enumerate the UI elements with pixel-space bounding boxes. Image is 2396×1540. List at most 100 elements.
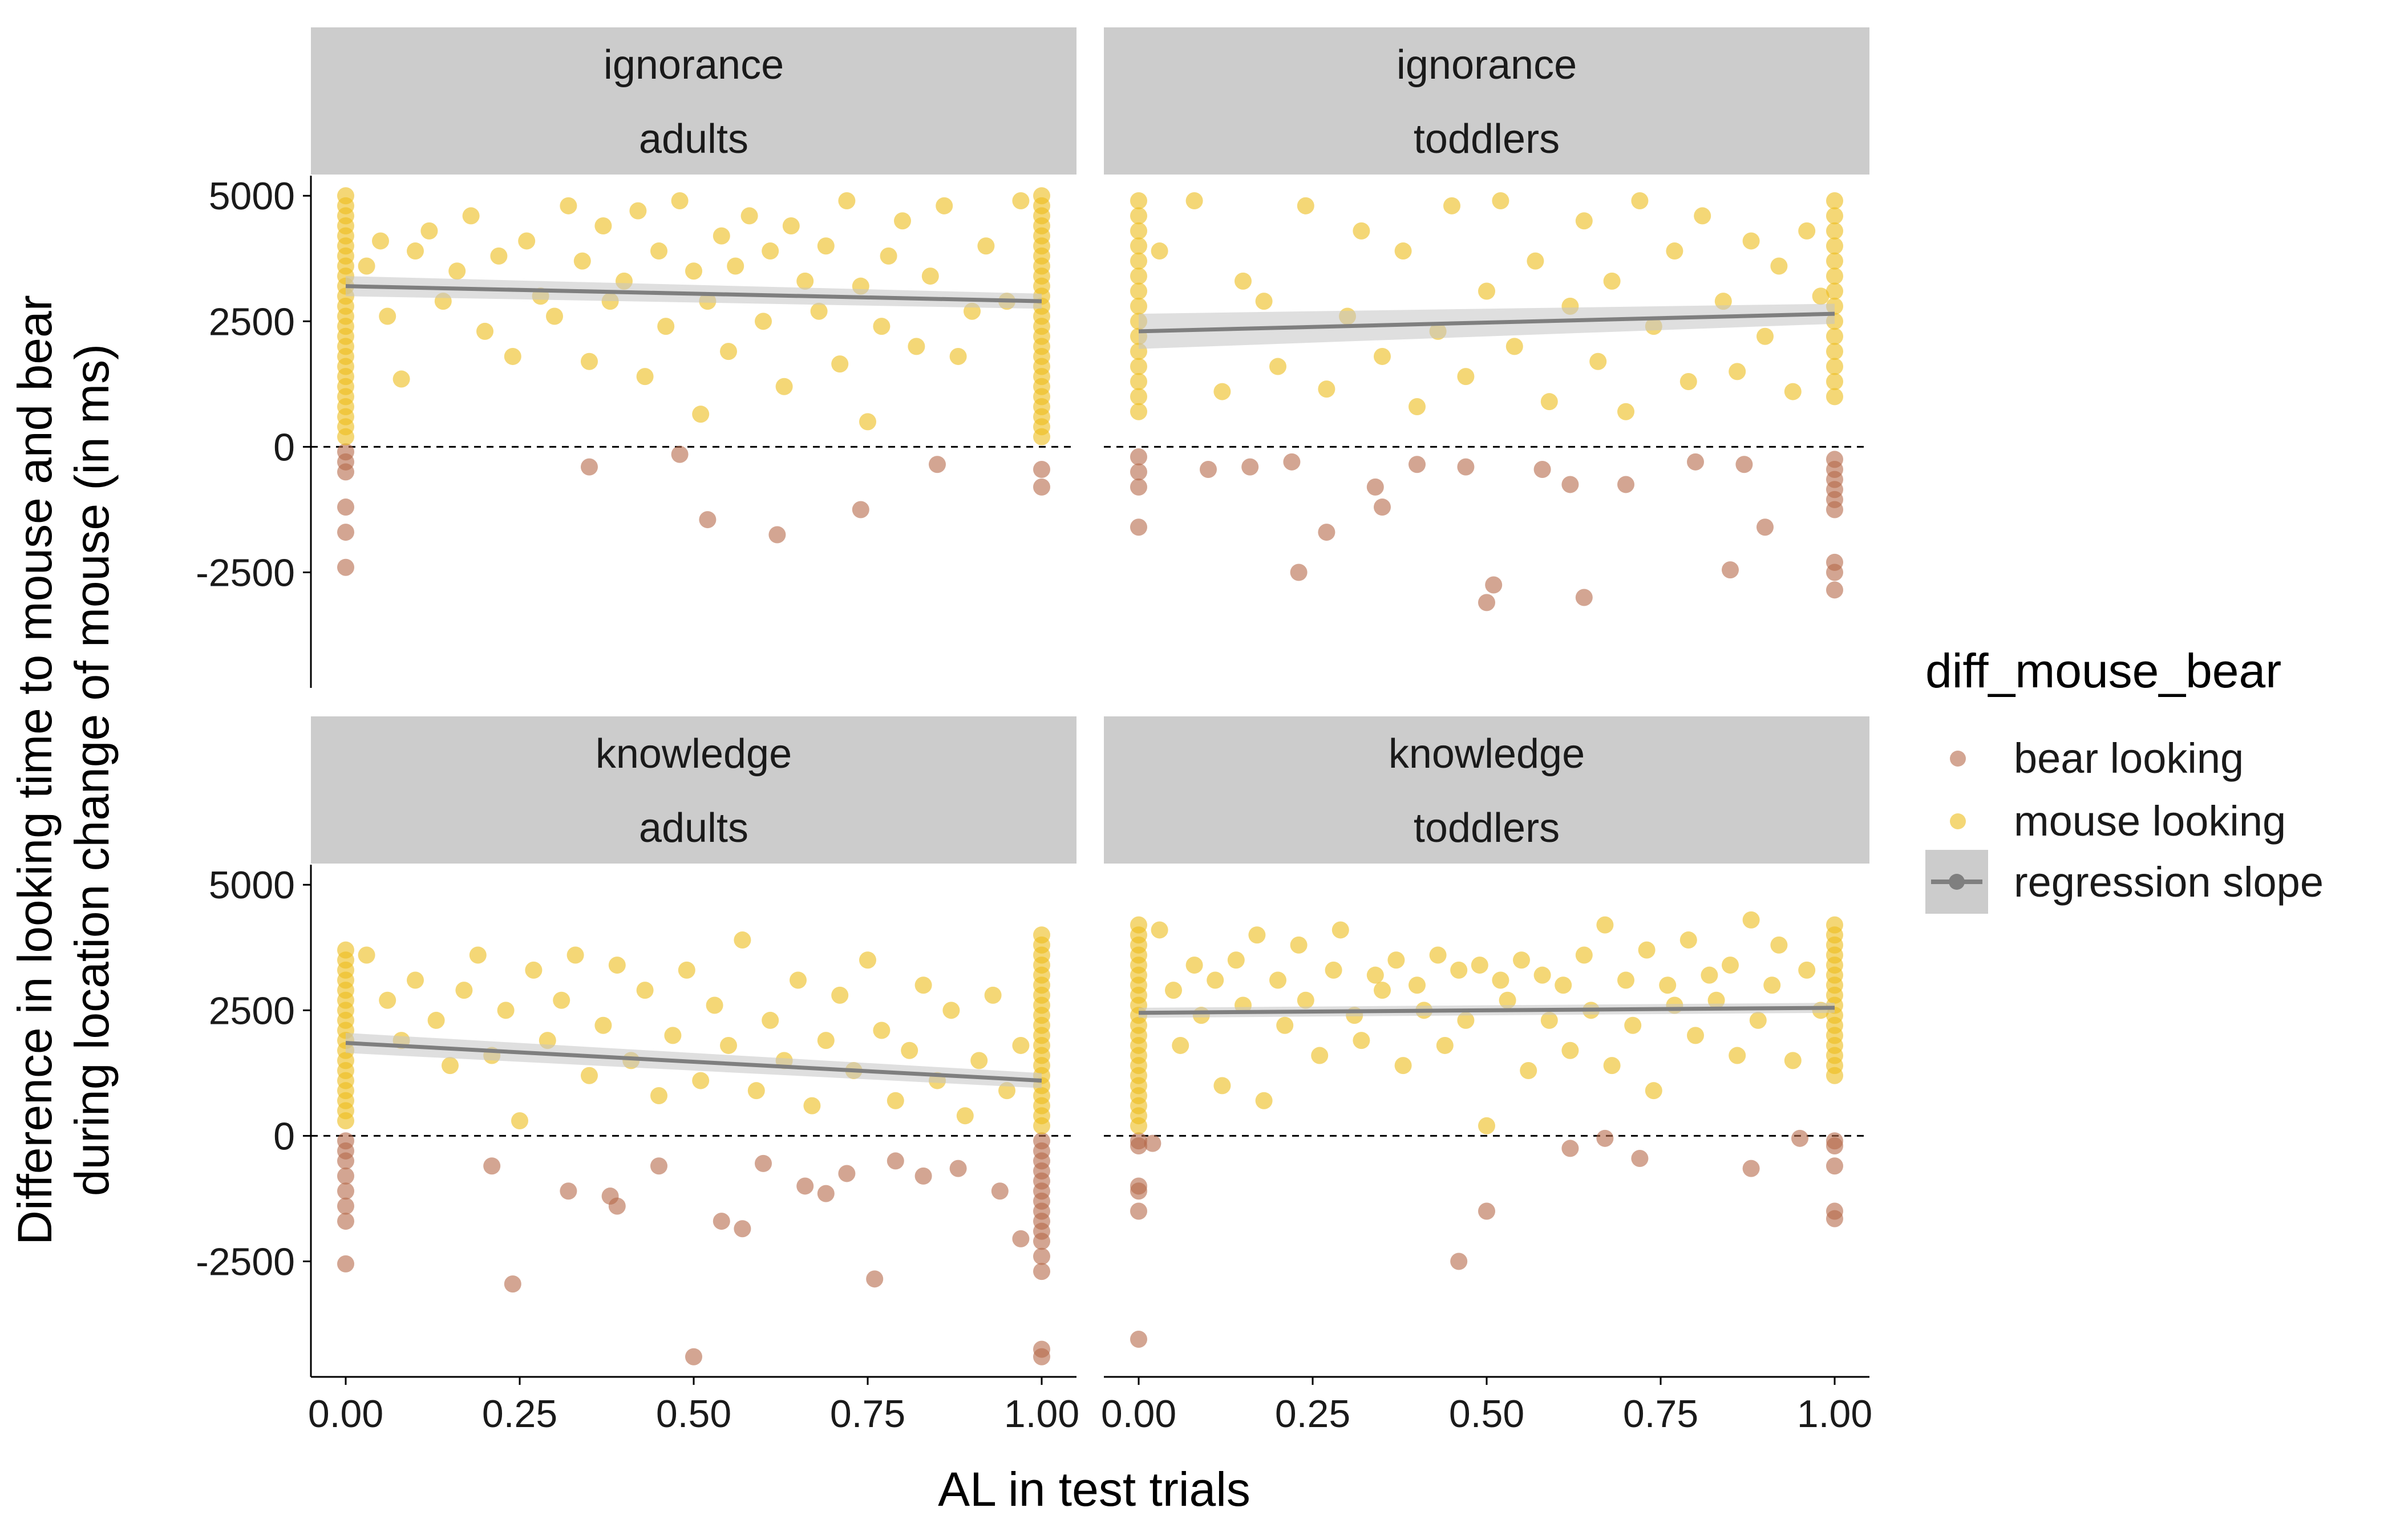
- mouse-looking-point: [692, 1072, 710, 1089]
- mouse-looking-point: [650, 242, 667, 260]
- bear-looking-point: [1826, 581, 1843, 599]
- panel-knowledge-adults-strip-label-line-2: adults: [639, 805, 748, 851]
- mouse-looking-point: [727, 257, 744, 275]
- bear-looking-point: [1130, 518, 1147, 536]
- bear-looking-point: [1826, 1137, 1843, 1155]
- bear-looking-point: [685, 1348, 702, 1365]
- mouse-looking-point: [1297, 197, 1314, 214]
- mouse-looking-point: [560, 197, 577, 214]
- bear-looking-point: [337, 1255, 354, 1272]
- mouse-looking-point: [1033, 1117, 1050, 1134]
- panel-knowledge-toddlers-regression-line: [1138, 1006, 1835, 1015]
- mouse-looking-point: [1722, 957, 1739, 974]
- mouse-looking-point: [1729, 1047, 1746, 1064]
- mouse-looking-point: [678, 961, 695, 979]
- legend-entry-regression: regression slope: [1925, 850, 2324, 914]
- bear-looking-point: [1826, 1157, 1843, 1175]
- mouse-looking-point: [1248, 926, 1266, 944]
- y-tick-label: 2500: [209, 989, 295, 1032]
- mouse-looking-point: [1826, 388, 1843, 406]
- mouse-looking-point: [790, 971, 807, 989]
- panel-ignorance-toddlers: ignorance toddlers: [1104, 27, 1869, 611]
- mouse-looking-point: [1742, 911, 1760, 929]
- bear-looking-point: [699, 511, 717, 529]
- y-tick-label: 5000: [209, 175, 295, 218]
- mouse-looking-point: [511, 1112, 528, 1129]
- mouse-looking-point: [1784, 383, 1802, 400]
- mouse-looking-point: [1130, 207, 1147, 225]
- panel-knowledge-adults: knowledge adults -2500 0 2500 5000 0.00 0.25 0.5…: [196, 716, 1079, 1436]
- bear-looking-point: [483, 1157, 501, 1175]
- mouse-looking-point: [1374, 982, 1391, 999]
- bear-looking-point: [337, 524, 354, 541]
- mouse-looking-point: [977, 237, 995, 255]
- bear-looking-point: [1742, 1160, 1760, 1177]
- mouse-looking-point: [1694, 207, 1711, 225]
- mouse-looking-point: [1130, 222, 1147, 240]
- bear-looking-point: [1033, 1263, 1050, 1280]
- mouse-looking-point: [949, 347, 967, 365]
- bear-looking-point: [1200, 461, 1217, 479]
- x-tick-label: 0.75: [830, 1392, 905, 1436]
- legend-title: diff_mouse_bear: [1925, 644, 2281, 698]
- mouse-looking-point: [594, 1016, 612, 1034]
- bear-looking-point: [887, 1152, 904, 1170]
- y-tick-label: -2500: [196, 1241, 295, 1284]
- bear-looking-point: [838, 1165, 856, 1182]
- legend-key-bear-point: [1950, 751, 1966, 767]
- mouse-looking-point: [1638, 941, 1656, 959]
- bear-looking-point: [337, 1152, 354, 1170]
- mouse-looking-point: [1387, 951, 1405, 969]
- mouse-looking-point: [664, 1027, 682, 1044]
- mouse-looking-point: [1130, 1117, 1147, 1134]
- legend-entry-bear: bear looking: [1950, 735, 2244, 782]
- mouse-looking-point: [908, 338, 925, 355]
- mouse-looking-point: [1527, 252, 1544, 270]
- mouse-looking-point: [740, 207, 758, 225]
- mouse-looking-point: [1429, 946, 1447, 964]
- mouse-looking-point: [1235, 272, 1252, 290]
- mouse-looking-point: [859, 413, 876, 431]
- bear-looking-point: [1756, 518, 1774, 536]
- mouse-looking-point: [873, 318, 891, 335]
- mouse-looking-point: [1499, 991, 1516, 1009]
- mouse-looking-point: [1617, 971, 1634, 989]
- mouse-looking-point: [1617, 403, 1634, 420]
- panel-ignorance-toddlers-confidence-band: [1139, 303, 1835, 349]
- x-tick-label: 0.50: [1449, 1392, 1524, 1436]
- mouse-looking-point: [1409, 976, 1426, 994]
- mouse-looking-point: [796, 272, 814, 290]
- mouse-looking-point: [358, 946, 375, 964]
- mouse-looking-point: [407, 971, 424, 989]
- bear-looking-point: [1561, 476, 1579, 493]
- mouse-looking-point: [1770, 936, 1788, 954]
- mouse-looking-point: [1436, 1036, 1454, 1054]
- y-axis-title: Difference in looking time to mouse and …: [8, 295, 119, 1245]
- y-tick-label: -2500: [196, 552, 295, 595]
- mouse-looking-point: [755, 313, 772, 330]
- mouse-looking-point: [1151, 242, 1168, 260]
- mouse-looking-point: [1575, 946, 1593, 964]
- panel-knowledge-adults-regression-line: [345, 1041, 1042, 1083]
- bear-looking-point: [1283, 453, 1301, 471]
- panel-ignorance-adults-strip-label-line-2: adults: [639, 116, 748, 162]
- mouse-looking-point: [1227, 951, 1245, 969]
- panel-ignorance-adults-strip: [311, 27, 1076, 175]
- mouse-looking-point: [1478, 1117, 1495, 1134]
- mouse-looking-point: [1471, 957, 1488, 974]
- bear-looking-point: [796, 1177, 814, 1195]
- mouse-looking-point: [685, 262, 702, 280]
- mouse-looking-point: [1826, 207, 1843, 225]
- mouse-looking-point: [636, 368, 654, 386]
- bear-looking-point: [1457, 458, 1475, 476]
- mouse-looking-point: [1826, 268, 1843, 285]
- bear-looking-point: [1617, 476, 1634, 493]
- mouse-looking-point: [379, 991, 396, 1009]
- bear-looking-point: [337, 1197, 354, 1215]
- mouse-looking-point: [1666, 242, 1683, 260]
- mouse-looking-point: [1290, 936, 1308, 954]
- mouse-looking-point: [1826, 327, 1843, 345]
- chart-panels: ignorance adults -2500 0 2500 5000 ignorance to…: [196, 27, 1872, 1436]
- bear-looking-point: [768, 526, 786, 544]
- mouse-looking-point: [1555, 976, 1572, 994]
